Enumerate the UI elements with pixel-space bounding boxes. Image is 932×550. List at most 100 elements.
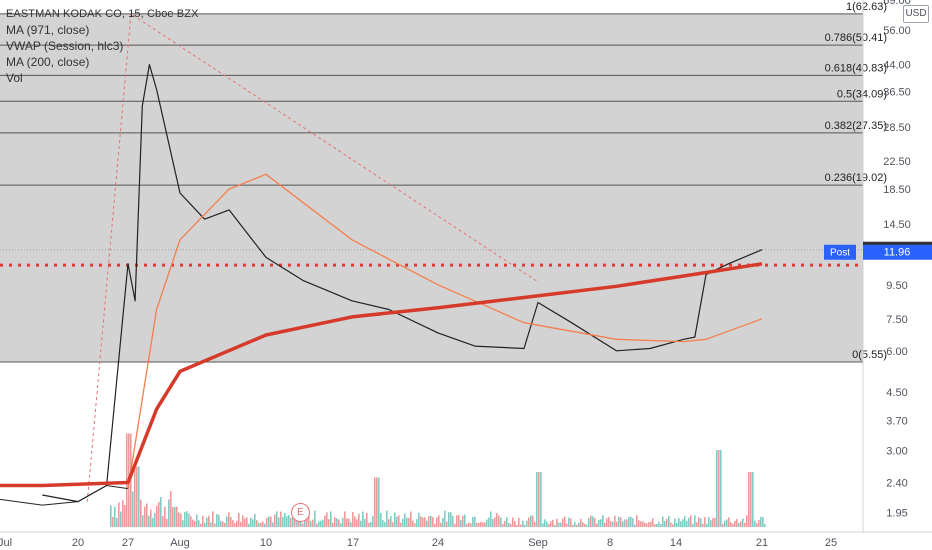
volume-bar — [442, 517, 444, 527]
volume-bar — [522, 520, 524, 527]
trend-lines — [86, 13, 539, 502]
volume-bar — [392, 522, 394, 527]
legend-vol[interactable]: Vol — [6, 71, 23, 85]
volume-bar — [204, 522, 206, 527]
volume-bar — [538, 472, 540, 527]
legend-ma-200[interactable]: MA (200, close) — [6, 55, 90, 69]
volume-bar — [508, 522, 510, 527]
volume-bar — [244, 518, 246, 527]
volume-bar — [470, 523, 472, 527]
volume-bar — [378, 477, 380, 527]
symbol-title[interactable]: EASTMAN KODAK CO, 15, Cboe BZX — [6, 8, 199, 20]
volume-bar — [174, 506, 176, 527]
volume-bar — [116, 517, 118, 527]
volume-bar — [462, 515, 464, 527]
volume-bar — [560, 522, 562, 527]
volume-bar — [114, 506, 116, 527]
volume-bar — [436, 517, 438, 527]
legend-vwap[interactable]: VWAP (Session, hlc3) — [6, 39, 124, 53]
volume-bar — [384, 522, 386, 527]
fib-label-1: 0.786(50.41) — [825, 32, 887, 44]
volume-bar — [518, 517, 520, 527]
ma971-line — [0, 262, 763, 488]
volume-bar — [312, 519, 314, 527]
volume-bar — [740, 521, 742, 527]
volume-bar — [340, 523, 342, 527]
volume-bar — [466, 523, 468, 527]
volume-bar — [370, 522, 372, 527]
volume-bar — [338, 519, 340, 527]
volume-bar — [688, 517, 690, 527]
volume-bar — [594, 517, 596, 527]
volume-bar — [348, 518, 350, 527]
volume-bar — [570, 518, 572, 527]
earnings-icon[interactable]: E — [291, 503, 310, 522]
volume-bar — [420, 516, 422, 527]
volume-bar — [164, 506, 166, 527]
volume-bar — [134, 466, 136, 527]
volume-bar — [198, 520, 200, 527]
price-pre-line — [0, 485, 129, 506]
volume-bar — [398, 515, 400, 527]
volume-bar — [758, 519, 760, 527]
volume-bar — [188, 513, 190, 527]
volume-bar — [270, 516, 272, 527]
volume-bar — [258, 522, 260, 527]
volume-bar — [162, 516, 164, 527]
volume-bar — [362, 511, 364, 527]
volume-bar — [202, 515, 204, 527]
volume-bar — [330, 511, 332, 527]
volume-bar — [328, 519, 330, 527]
volume-bar — [702, 523, 704, 527]
volume-bar — [632, 518, 634, 527]
volume-bar — [636, 515, 638, 527]
volume-bar — [588, 517, 590, 527]
volume-bar — [598, 519, 600, 527]
volume-bar — [582, 522, 584, 527]
volume-bar — [410, 511, 412, 527]
y-tick-label-4: 28.50 — [883, 122, 911, 134]
volume-bar — [640, 521, 642, 527]
volume-bar — [430, 515, 432, 527]
volume-bar — [182, 520, 184, 527]
volume-bar — [406, 517, 408, 527]
volume-bar — [268, 516, 270, 527]
y-tick-label-1: 56.00 — [883, 25, 911, 37]
volume-bar — [710, 520, 712, 527]
x-tick-label-11: 25 — [825, 537, 837, 549]
y-tick-label-11: 6.00 — [886, 346, 907, 358]
volume-bar — [136, 466, 138, 527]
volume-bar — [498, 515, 500, 527]
volume-bar — [138, 466, 140, 527]
volume-bar — [698, 517, 700, 527]
volume-bar — [720, 450, 722, 527]
volume-bar — [722, 523, 724, 527]
volume-bar — [366, 512, 368, 527]
volume-bar — [294, 514, 296, 527]
volume-bar — [242, 515, 244, 527]
volume-bar — [418, 512, 420, 527]
volume-bar — [132, 491, 134, 527]
fib-label-2: 0.618(40.83) — [825, 62, 887, 74]
volume-bar — [282, 517, 284, 527]
x-tick-label-10: 21 — [756, 537, 768, 549]
fib-label-0: 1(62.63) — [846, 1, 887, 13]
volume-bar — [448, 512, 450, 527]
volume-bar — [458, 515, 460, 527]
y-tick-label-10: 7.50 — [886, 314, 907, 326]
x-tick-label-2: 27 — [122, 537, 134, 549]
volume-bar — [490, 511, 492, 527]
currency-button[interactable]: USD — [903, 5, 929, 23]
volume-bar — [454, 523, 456, 527]
volume-bar — [194, 520, 196, 527]
volume-bar — [690, 515, 692, 527]
volume-bar — [208, 515, 210, 527]
legend-ma-971[interactable]: MA (971, close) — [6, 23, 90, 37]
volume-bar — [762, 517, 764, 527]
volume-bar — [152, 517, 154, 527]
volume-bar — [374, 477, 376, 527]
volume-bar — [222, 521, 224, 527]
volume-bar — [606, 518, 608, 527]
volume-bar — [686, 521, 688, 527]
